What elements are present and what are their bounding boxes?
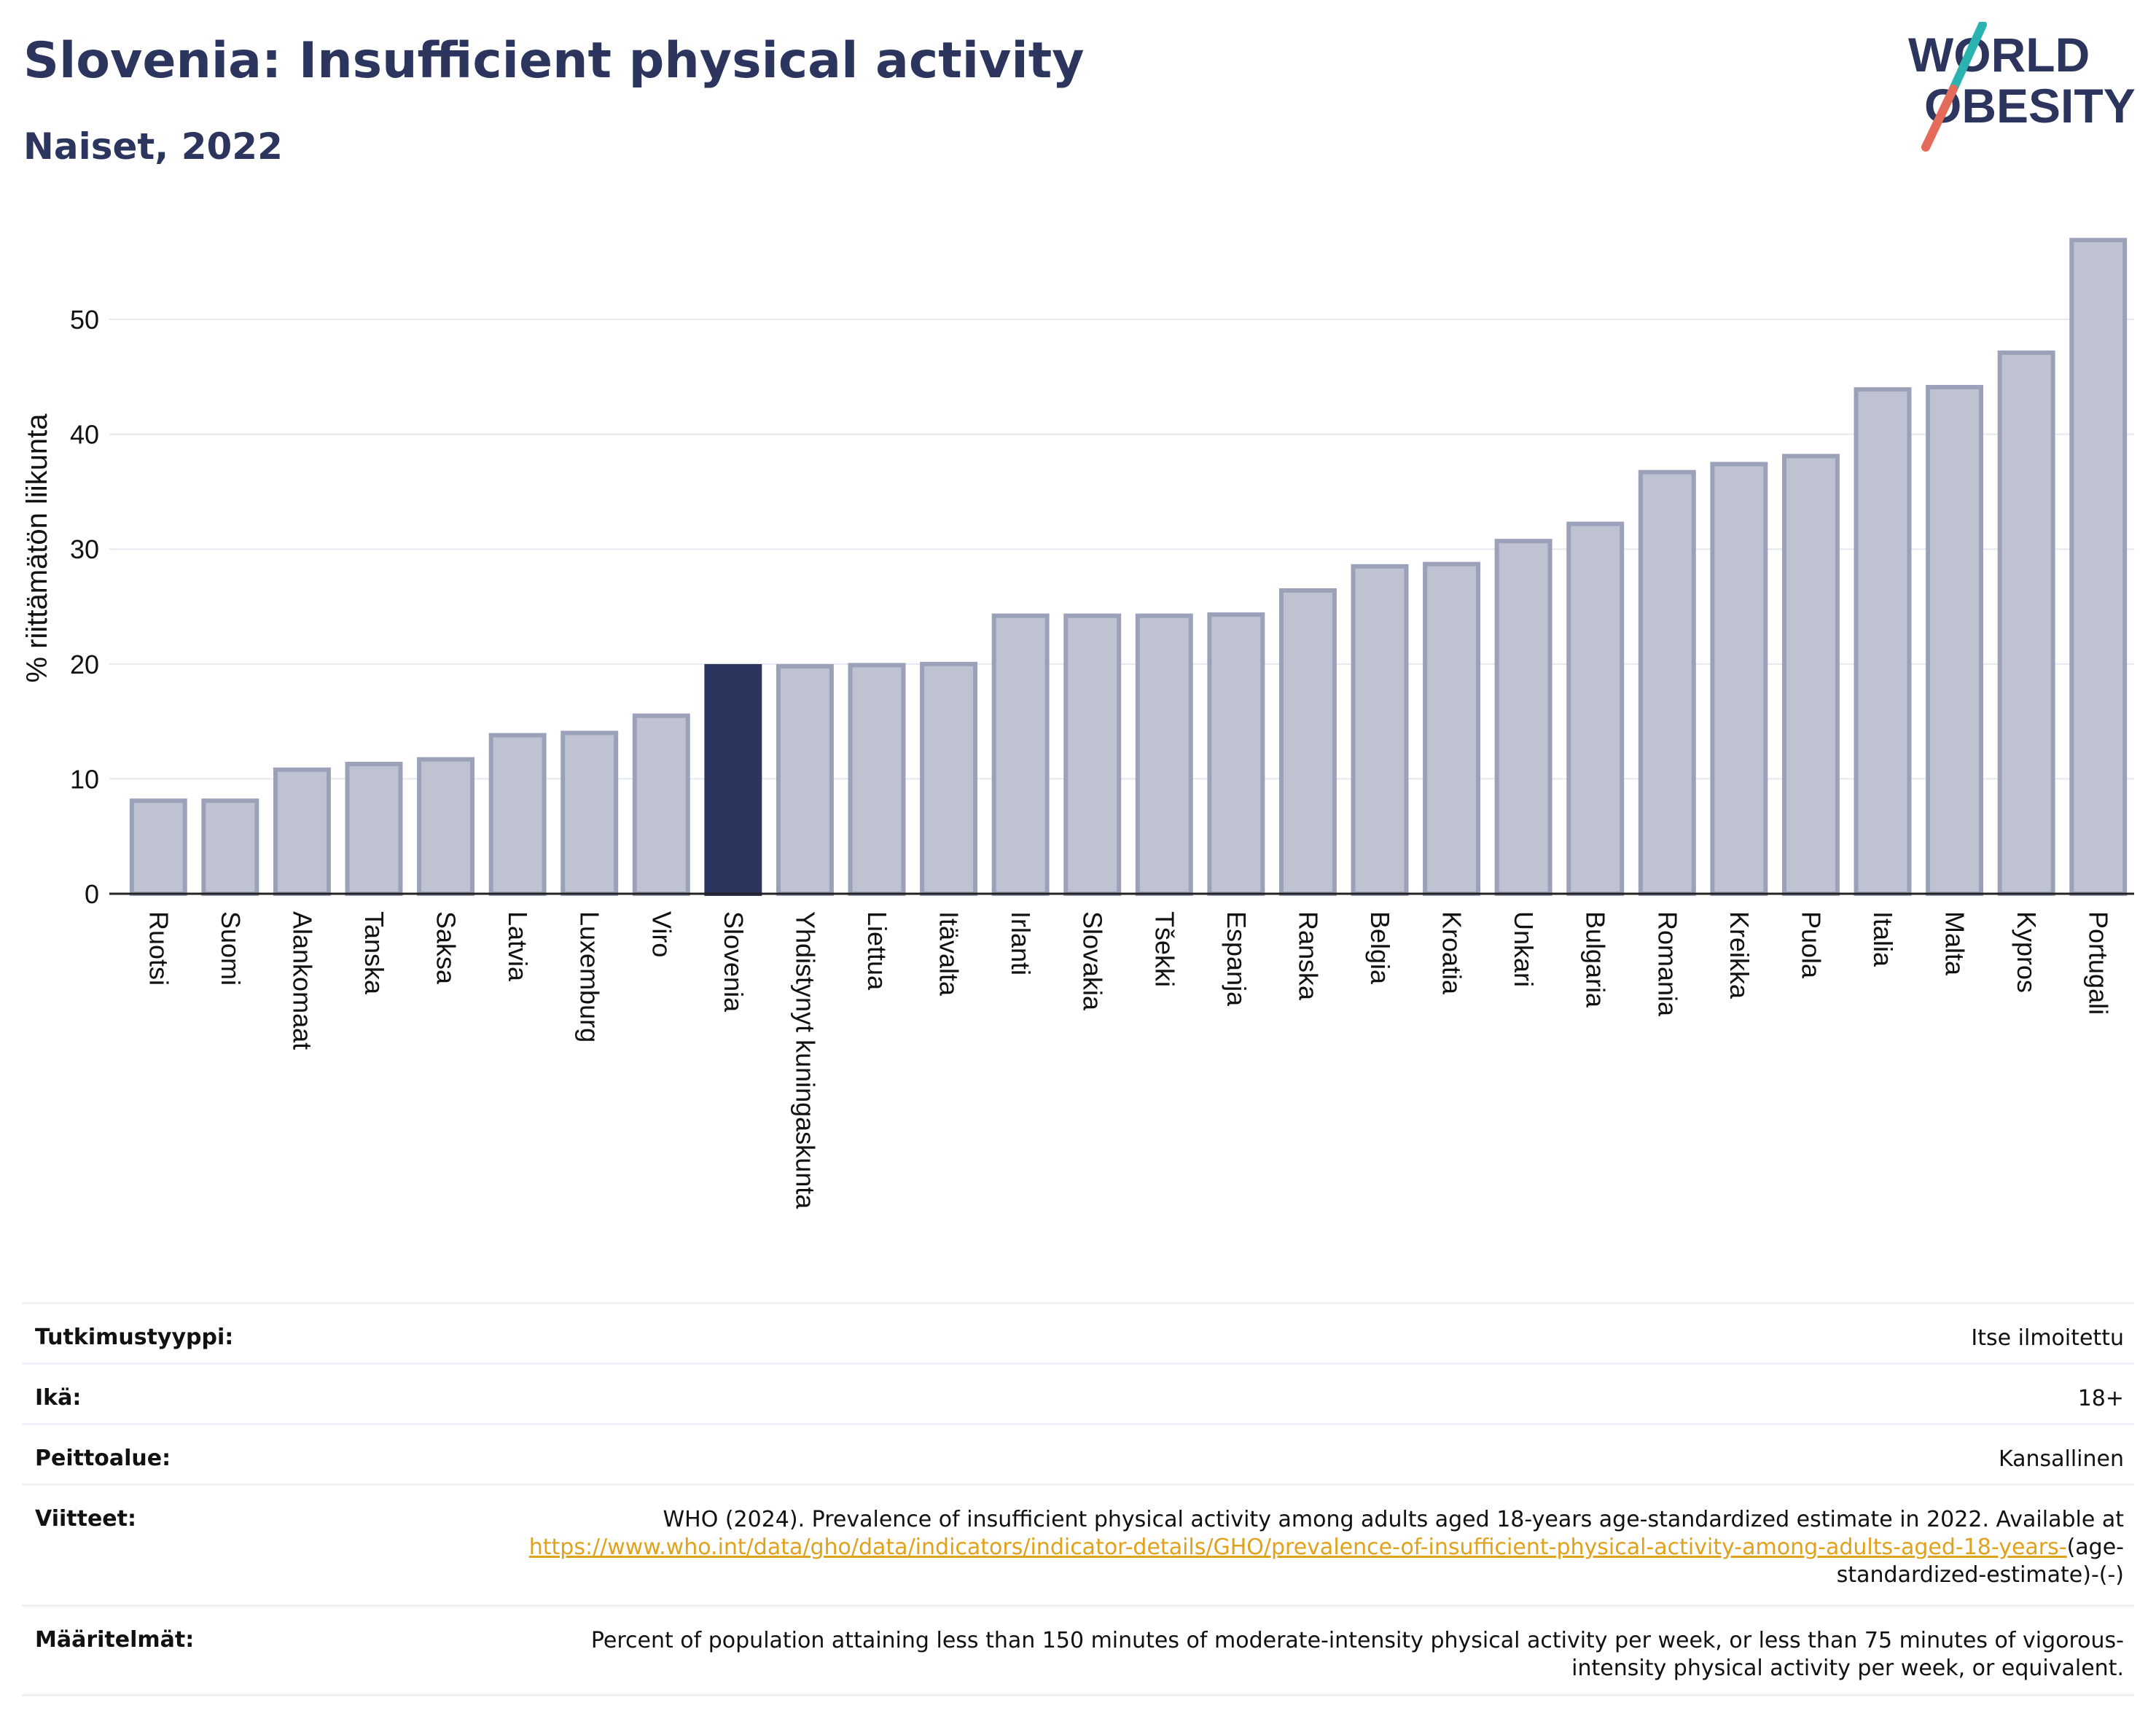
x-tick-label: Bulgaria xyxy=(1581,911,1611,1008)
x-tick-label: Viro xyxy=(647,911,676,957)
bar xyxy=(345,761,403,897)
y-tick-label: 40 xyxy=(70,420,99,450)
logo-text-world: WORLD xyxy=(1908,28,2090,82)
bar xyxy=(488,733,547,896)
y-tick-label: 10 xyxy=(70,764,99,794)
coverage-label: Peittoalue: xyxy=(35,1446,171,1471)
info-row-study-type: Tutkimustyyppi: Itse ilmoitettu xyxy=(22,1302,2134,1362)
info-row-age: Ikä: 18+ xyxy=(22,1362,2134,1423)
bar xyxy=(201,798,259,897)
y-tick-label: 30 xyxy=(70,534,99,564)
y-tick-label: 0 xyxy=(85,879,99,909)
age-label: Ikä: xyxy=(35,1385,82,1411)
references-suffix: (age-standardized-estimate)-(-) xyxy=(1836,1535,2124,1588)
references-label: Viitteet: xyxy=(35,1506,136,1532)
bar xyxy=(273,767,331,896)
x-tick-label: Liettua xyxy=(862,911,892,991)
x-tick-label: Saksa xyxy=(431,911,461,985)
bar xyxy=(776,663,834,896)
info-row-references: Viitteet: WHO (2024). Prevalence of insu… xyxy=(22,1483,2134,1605)
bar xyxy=(1926,385,1984,896)
x-tick-label: Espanja xyxy=(1222,911,1251,1007)
bar xyxy=(1207,612,1265,896)
bar xyxy=(1566,521,1625,896)
references-value: WHO (2024). Prevalence of insufficient p… xyxy=(520,1506,2124,1589)
x-tick-label: Ranska xyxy=(1293,911,1323,1001)
x-tick-label: Irlanti xyxy=(1006,911,1036,975)
bar xyxy=(1494,539,1552,896)
chart-subtitle: Naiset, 2022 xyxy=(23,125,283,168)
bar xyxy=(1997,350,2055,896)
x-tick-label: Latvia xyxy=(503,911,533,982)
bar xyxy=(1781,453,1840,896)
x-tick-label: Itävalta xyxy=(934,911,964,997)
bar xyxy=(704,663,762,896)
x-tick-label: Kypros xyxy=(2012,911,2042,993)
info-row-coverage: Peittoalue: Kansallinen xyxy=(22,1423,2134,1483)
x-tick-label: Tanska xyxy=(359,911,389,995)
bar xyxy=(848,663,906,896)
info-row-definitions: Määritelmät: Percent of population attai… xyxy=(22,1605,2134,1696)
bar xyxy=(1423,561,1481,896)
definitions-label: Määritelmät: xyxy=(35,1627,195,1653)
y-axis-label: % riittämätön liikunta xyxy=(21,413,53,683)
info-table: Tutkimustyyppi: Itse ilmoitettu Ikä: 18+… xyxy=(22,1302,2134,1696)
x-tick-label: Kroatia xyxy=(1437,911,1467,995)
x-tick-label: Puola xyxy=(1796,911,1826,979)
bar xyxy=(561,730,619,897)
bar xyxy=(1854,387,1912,896)
bar xyxy=(1135,613,1193,896)
bar xyxy=(920,661,978,896)
y-tick-label: 50 xyxy=(70,305,99,335)
x-tick-label: Alankomaat xyxy=(287,911,317,1050)
bar xyxy=(632,713,690,897)
x-tick-label: Slovakia xyxy=(1078,911,1108,1011)
definitions-value: Percent of population attaining less tha… xyxy=(590,1628,2124,1681)
x-tick-label: Kreikka xyxy=(1725,911,1754,999)
x-tick-label: Luxemburg xyxy=(575,911,605,1042)
references-link[interactable]: https://www.who.int/data/gho/data/indica… xyxy=(528,1535,2067,1560)
logo-slash-bottom xyxy=(1921,85,1958,152)
bar xyxy=(991,613,1050,896)
study-type-value: Itse ilmoitettu xyxy=(1971,1325,2124,1351)
references-text: WHO (2024). Prevalence of insufficient p… xyxy=(663,1507,2124,1532)
x-tick-label: Slovenia xyxy=(719,911,749,1013)
x-tick-label: Portugali xyxy=(2084,911,2114,1015)
x-tick-label: Romania xyxy=(1652,911,1682,1017)
x-tick-label: Italia xyxy=(1868,911,1898,967)
x-axis-labels: Ruotsi Suomi Alankomaat Tanska Saksa Latvia Lu… xyxy=(144,911,2113,1209)
x-tick-label: Malta xyxy=(1940,911,1970,976)
bar xyxy=(1351,564,1409,897)
x-tick-label: Tšekki xyxy=(1149,911,1179,987)
y-tick-label: 20 xyxy=(70,650,99,679)
bars xyxy=(129,238,2128,897)
bar xyxy=(417,757,475,896)
x-tick-label: Suomi xyxy=(216,911,246,986)
x-tick-label: Belgia xyxy=(1365,911,1395,985)
logo-slash-top xyxy=(1949,22,1987,93)
study-type-label: Tutkimustyyppi: xyxy=(35,1325,234,1350)
logo-text-obesity: OBESITY xyxy=(1924,79,2136,133)
bar xyxy=(2069,238,2128,896)
chart-title: Slovenia: Insufficient physical activity xyxy=(23,32,1085,90)
bar xyxy=(129,798,187,897)
bar xyxy=(1063,613,1122,896)
bar xyxy=(1278,588,1337,896)
coverage-value: Kansallinen xyxy=(1998,1446,2124,1472)
bar-chart: 0 10 20 30 40 50 % riittämätön liikunta Ruots… xyxy=(21,238,2134,1209)
world-obesity-logo: WORLD OBESITY xyxy=(1908,22,2136,152)
age-value: 18+ xyxy=(2077,1386,2124,1411)
y-axis: 0 10 20 30 40 50 xyxy=(70,305,99,909)
bar xyxy=(1638,469,1696,896)
x-tick-label: Unkari xyxy=(1509,911,1539,987)
x-tick-label: Yhdistynyt kuningaskunta xyxy=(790,911,820,1209)
bar xyxy=(1710,461,1768,896)
x-tick-label: Ruotsi xyxy=(144,911,173,986)
